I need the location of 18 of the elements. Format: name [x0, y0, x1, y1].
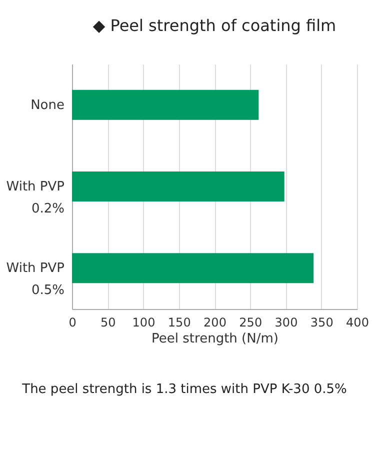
bar — [72, 253, 314, 284]
x-tick-label: 350 — [310, 316, 334, 330]
x-tick-label: 50 — [100, 316, 116, 330]
y-tick-label: With PVP 0.2% — [6, 180, 65, 216]
x-tick-label: 150 — [168, 316, 191, 330]
x-tick-label: 100 — [132, 316, 156, 330]
chart-title: ◆ Peel strength of coating film — [92, 16, 336, 35]
bar — [72, 172, 284, 202]
x-tick-label: 0 — [68, 316, 76, 330]
x-tick-label: 250 — [239, 316, 262, 330]
y-tick-label: None — [30, 98, 64, 113]
x-tick-label: 300 — [274, 316, 298, 330]
x-axis-title: Peel strength (N/m) — [152, 332, 278, 346]
bar — [72, 90, 259, 120]
x-tick-label: 200 — [204, 316, 226, 330]
y-tick-label: With PVP 0.5% — [6, 261, 65, 298]
x-tick-label: 400 — [346, 316, 369, 330]
text: The peel strength is 1.3 times with PVP K-30 0.5% — [21, 382, 347, 397]
